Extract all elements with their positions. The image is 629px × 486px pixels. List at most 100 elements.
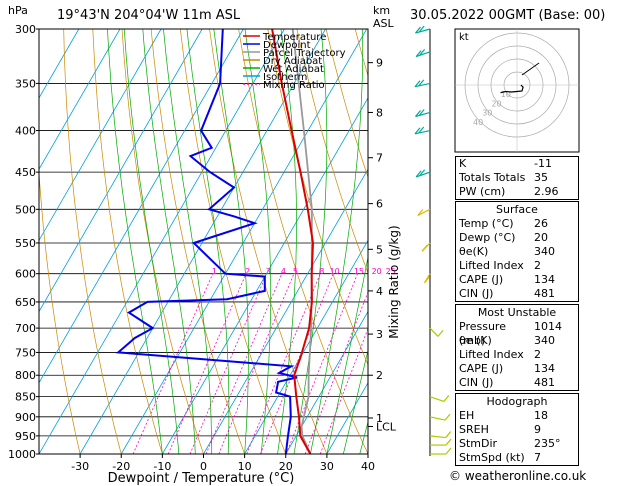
row-value: 235° xyxy=(534,437,561,450)
wind-barb-staff xyxy=(415,51,431,58)
mixing-ratio-line xyxy=(246,273,321,454)
table-row: CIN (J) 481 xyxy=(456,287,578,301)
row-value: 481 xyxy=(534,287,555,300)
km-tick-label: 2 xyxy=(376,369,383,382)
wind-barb-flag xyxy=(424,276,430,284)
hodograph-title: Hodograph xyxy=(486,395,548,408)
wind-barb-staff xyxy=(429,416,446,421)
wet-adiabat-line xyxy=(244,29,272,454)
wet-adiabat-line xyxy=(359,420,368,454)
row-label: CIN (J) xyxy=(459,287,494,300)
km-unit-label: km xyxy=(373,4,391,17)
mixing-ratio-label: 2 xyxy=(245,267,250,276)
row-label: θe (K) xyxy=(459,334,492,347)
pressure-tick-label: 400 xyxy=(15,125,36,138)
row-value: 1014 xyxy=(534,320,562,333)
table-row: StmDir 235° xyxy=(456,437,578,451)
isotherm-line xyxy=(39,29,121,170)
row-label: StmDir xyxy=(459,437,498,450)
wet-adiabat-line xyxy=(107,29,163,454)
footer-credit: © weatheronline.co.uk xyxy=(449,469,587,483)
temperature-line xyxy=(271,29,315,454)
table-row: SREH 9 xyxy=(456,423,578,437)
row-label: PW (cm) xyxy=(459,185,506,198)
wind-barb-flag xyxy=(415,26,421,34)
wet-adiabat-line xyxy=(342,348,368,454)
row-label: CAPE (J) xyxy=(459,362,504,375)
hodograph-trace xyxy=(500,84,524,94)
row-value: 134 xyxy=(534,273,555,286)
table-row: Temp (°C) 26 xyxy=(456,217,578,231)
wind-barb-flag xyxy=(444,413,451,421)
km-tick-label: 6 xyxy=(376,198,383,211)
mixing-ratio-line xyxy=(167,273,247,454)
temperature-tick-label: 40 xyxy=(361,460,375,473)
hodograph-ring-label: 30 xyxy=(482,109,492,118)
row-value: 7 xyxy=(534,451,541,464)
pressure-unit-label: hPa xyxy=(8,4,28,17)
parcel-trajectory-line xyxy=(291,29,313,454)
wind-barb-flag xyxy=(443,395,450,402)
dry-adiabat-line xyxy=(296,29,368,274)
wind-barb-flag xyxy=(445,438,452,446)
temperature-tick-label: -20 xyxy=(112,460,130,473)
temperature-tick-label: 0 xyxy=(200,460,207,473)
wet-adiabat-line xyxy=(310,29,364,454)
wind-barb-staff xyxy=(415,111,431,118)
row-label: K xyxy=(459,157,467,170)
pressure-tick-label: 450 xyxy=(15,166,36,179)
table-row: Lifted Index 2 xyxy=(456,259,578,273)
wet-adiabat-line xyxy=(293,29,328,454)
row-value: 481 xyxy=(534,376,555,389)
wind-barb-staff xyxy=(415,28,431,34)
table-row: PW (cm) 2.96 xyxy=(456,185,578,199)
pressure-tick-label: 550 xyxy=(15,237,36,250)
wind-barb-flag xyxy=(414,127,421,135)
row-value: 2.96 xyxy=(534,185,559,198)
km-tick-label: 3 xyxy=(376,328,383,341)
wet-adiabat-line xyxy=(326,255,368,454)
pressure-tick-label: 350 xyxy=(15,77,36,90)
temperature-tick-label: -30 xyxy=(71,460,89,473)
isotherm-line xyxy=(203,168,368,454)
pressure-tick-label: 900 xyxy=(15,411,36,424)
mixing-ratio-label: 5 xyxy=(293,267,298,276)
pressure-tick-label: 750 xyxy=(15,346,36,359)
hodograph-ring-label: 20 xyxy=(491,99,501,108)
km-tick-label: LCL xyxy=(376,420,397,433)
surface-panel: Surface Temp (°C) 26 Dewp (°C) 20 θe(K) 340 Li… xyxy=(455,201,579,302)
table-row: StmSpd (kt) 7 xyxy=(456,451,578,465)
indices-panel: K -11 Totals Totals 35 PW (cm) 2.96 xyxy=(455,156,579,200)
wet-adiabat-line xyxy=(213,29,249,454)
legend-entry: Temperature xyxy=(262,32,326,43)
table-row: K -11 xyxy=(456,157,578,171)
wind-barb xyxy=(429,327,444,337)
wind-barb-staff xyxy=(414,82,431,88)
mixing-ratio-label: 20 xyxy=(372,267,382,276)
row-label: SREH xyxy=(459,423,489,436)
plot-frame xyxy=(38,28,369,455)
hodograph-ring-label: 10 xyxy=(501,90,511,99)
row-label: Totals Totals xyxy=(459,171,526,184)
table-row: θe (K) 340 xyxy=(456,334,578,348)
wind-barb-flag xyxy=(415,170,422,178)
isotherm-line xyxy=(244,239,368,454)
row-label: CAPE (J) xyxy=(459,273,504,286)
legend-entry: Isotherm xyxy=(263,72,307,83)
row-label: CIN (J) xyxy=(459,376,494,389)
wind-barb-flag xyxy=(417,209,424,216)
temperature-tick-label: 20 xyxy=(279,460,293,473)
km-tick-label: 8 xyxy=(376,106,383,119)
pressure-tick-label: 1000 xyxy=(8,448,36,461)
km-tick-label: 5 xyxy=(376,243,383,256)
row-value: 9 xyxy=(534,423,541,436)
asl-unit-label: ASL xyxy=(373,17,394,30)
row-value: 35 xyxy=(534,171,548,184)
mixing-ratio-label: 4 xyxy=(281,267,286,276)
mixing-ratio-line xyxy=(319,327,368,454)
temperature-tick-label: 30 xyxy=(320,460,334,473)
km-tick-label: 7 xyxy=(376,152,383,165)
legend-entry: Mixing Ratio xyxy=(263,80,325,91)
mixing-ratio-line xyxy=(132,273,214,454)
row-value: 20 xyxy=(534,231,548,244)
